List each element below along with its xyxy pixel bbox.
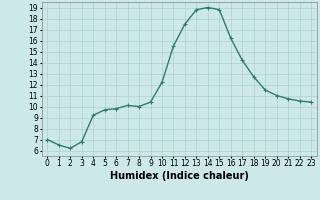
X-axis label: Humidex (Indice chaleur): Humidex (Indice chaleur) xyxy=(110,171,249,181)
